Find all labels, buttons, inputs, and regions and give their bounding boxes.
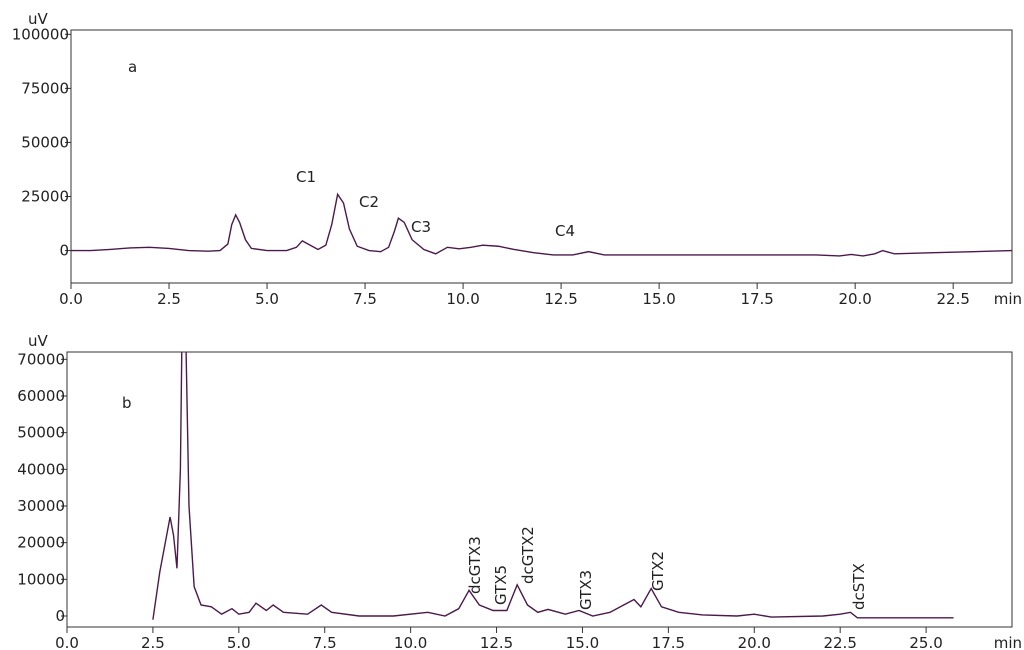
x-tick-label: 7.5 <box>313 634 337 650</box>
x-tick-label: 5.0 <box>227 634 251 650</box>
peak-label: C3 <box>411 218 431 236</box>
panel-a: a C1 C2 C3 C4 uV min 0 25000 50000 75000 10000… <box>12 10 1022 308</box>
x-tick-label: 2.5 <box>157 290 181 308</box>
peak-label: dcGTX3 <box>466 536 484 594</box>
y-tick-label: 60000 <box>17 387 65 405</box>
x-tick-label: 7.5 <box>353 290 377 308</box>
y-unit: uV <box>28 332 49 350</box>
y-tick-label: 70000 <box>17 350 65 368</box>
x-tick-label: 22.5 <box>823 634 856 650</box>
x-tick-label: 10.0 <box>394 634 427 650</box>
plot-frame <box>70 29 1013 284</box>
x-tick-label: 20.0 <box>838 290 871 308</box>
x-tick-label: 15.0 <box>566 634 599 650</box>
y-tick-label: 10000 <box>17 570 65 588</box>
y-tick-label: 30000 <box>17 497 65 515</box>
y-tick-label: 20000 <box>17 534 65 552</box>
peak-label: dcSTX <box>850 563 868 610</box>
y-tick-label: 50000 <box>21 133 69 151</box>
panel-label: a <box>128 58 137 76</box>
trace <box>71 192 1012 257</box>
peak-label: GTX5 <box>492 565 510 605</box>
x-tick-label: 12.5 <box>480 634 513 650</box>
y-tick-label: 50000 <box>17 424 65 442</box>
x-tick-label: 12.5 <box>544 290 577 308</box>
x-tick-label: 0.0 <box>55 634 79 650</box>
x-tick-label: 25.0 <box>909 634 942 650</box>
y-unit: uV <box>28 10 49 28</box>
y-tick-label: 0 <box>59 242 69 260</box>
peak-label: GTX3 <box>577 570 595 610</box>
x-tick-label: 15.0 <box>642 290 675 308</box>
x-tick-label: 0.0 <box>59 290 83 308</box>
x-tick-label: 17.5 <box>740 290 773 308</box>
y-tick-label: 25000 <box>21 188 69 206</box>
y-tick-label: 75000 <box>21 79 69 97</box>
peak-label: GTX2 <box>649 551 667 591</box>
x-tick-label: 20.0 <box>738 634 771 650</box>
panel-label: b <box>122 394 132 412</box>
trace <box>152 352 954 620</box>
x-tick-label: 10.0 <box>446 290 479 308</box>
y-tick-label: 100000 <box>12 25 69 43</box>
y-tick-label: 40000 <box>17 460 65 478</box>
panel-b: b dcGTX3 GTX5 dcGTX2 GTX3 GTX2 dcSTX uV m… <box>17 332 1022 650</box>
peak-label: C1 <box>296 168 316 186</box>
peak-label: C4 <box>555 222 575 240</box>
plot-frame <box>66 351 1013 628</box>
x-unit: min <box>994 634 1022 650</box>
x-unit: min <box>994 290 1022 308</box>
peak-label: C2 <box>359 193 379 211</box>
y-tick-label: 0 <box>55 607 65 625</box>
x-tick-label: 17.5 <box>652 634 685 650</box>
peak-label: dcGTX2 <box>519 526 537 584</box>
x-tick-label: 22.5 <box>936 290 969 308</box>
x-tick-label: 2.5 <box>141 634 165 650</box>
x-tick-label: 5.0 <box>255 290 279 308</box>
